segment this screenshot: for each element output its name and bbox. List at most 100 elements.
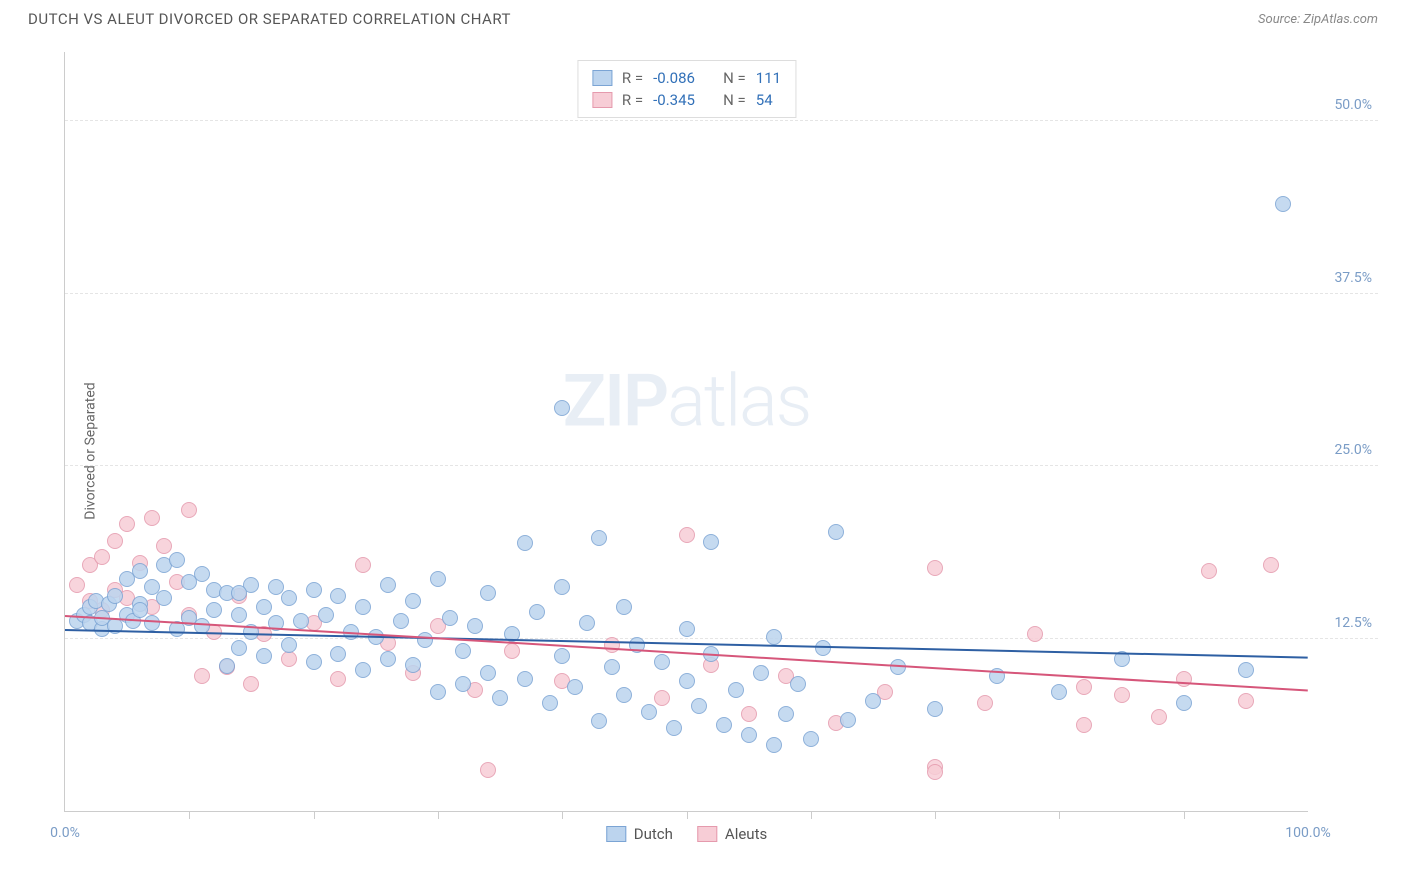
data-point	[194, 668, 210, 684]
data-point	[480, 762, 496, 778]
data-point	[529, 604, 545, 620]
data-point	[281, 651, 297, 667]
x-tick	[1059, 811, 1060, 819]
r-label: R =	[622, 69, 643, 87]
data-point	[517, 535, 533, 551]
r-label: R =	[622, 91, 643, 109]
data-point	[616, 599, 632, 615]
gridline	[65, 293, 1378, 294]
data-point	[467, 618, 483, 634]
data-point	[281, 590, 297, 606]
y-tick-label: 25.0%	[1334, 442, 1372, 458]
data-point	[256, 599, 272, 615]
data-point	[679, 621, 695, 637]
data-point	[1201, 563, 1217, 579]
data-point	[766, 629, 782, 645]
series-label: Dutch	[634, 825, 673, 843]
data-point	[679, 673, 695, 689]
data-point	[616, 687, 632, 703]
data-point	[206, 602, 222, 618]
data-point	[144, 510, 160, 526]
x-tick	[811, 811, 812, 819]
data-point	[69, 577, 85, 593]
series-legend: Dutch Aleuts	[606, 825, 767, 843]
series-legend-item: Dutch	[606, 825, 673, 843]
data-point	[256, 648, 272, 664]
data-point	[504, 643, 520, 659]
gridline	[65, 120, 1378, 121]
watermark-bold: ZIP	[563, 359, 667, 444]
data-point	[1114, 687, 1130, 703]
data-point	[1275, 196, 1291, 212]
data-point	[293, 613, 309, 629]
source-attribution: Source: ZipAtlas.com	[1258, 12, 1378, 27]
r-value: -0.345	[653, 91, 713, 109]
plot-area: ZIPatlas R =-0.086N =111R =-0.345N =54 D…	[64, 52, 1308, 812]
data-point	[666, 720, 682, 736]
data-point	[380, 577, 396, 593]
x-tick	[1184, 811, 1185, 819]
data-point	[1076, 717, 1092, 733]
data-point	[1151, 709, 1167, 725]
data-point	[281, 637, 297, 653]
data-point	[741, 727, 757, 743]
data-point	[306, 582, 322, 598]
data-point	[554, 648, 570, 664]
data-point	[231, 640, 247, 656]
data-point	[156, 538, 172, 554]
data-point	[1176, 695, 1192, 711]
x-tick	[314, 811, 315, 819]
data-point	[181, 502, 197, 518]
data-point	[417, 632, 433, 648]
x-tick	[438, 811, 439, 819]
data-point	[169, 552, 185, 568]
n-value: 54	[756, 91, 773, 109]
data-point	[815, 640, 831, 656]
data-point	[1263, 557, 1279, 573]
x-tick	[935, 811, 936, 819]
series-legend-item: Aleuts	[697, 825, 767, 843]
series-label: Aleuts	[725, 825, 767, 843]
data-point	[1027, 626, 1043, 642]
n-label: N =	[723, 69, 746, 87]
data-point	[517, 671, 533, 687]
data-point	[455, 676, 471, 692]
data-point	[977, 695, 993, 711]
data-point	[119, 516, 135, 532]
data-point	[927, 764, 943, 780]
data-point	[753, 665, 769, 681]
data-point	[728, 682, 744, 698]
y-tick-label: 50.0%	[1334, 97, 1372, 113]
y-tick-label: 37.5%	[1334, 270, 1372, 286]
data-point	[1076, 679, 1092, 695]
x-tick	[562, 811, 563, 819]
data-point	[330, 646, 346, 662]
data-point	[579, 615, 595, 631]
chart-title: DUTCH VS ALEUT DIVORCED OR SEPARATED COR…	[28, 10, 511, 28]
data-point	[144, 615, 160, 631]
data-point	[355, 557, 371, 573]
data-point	[654, 690, 670, 706]
data-point	[355, 662, 371, 678]
data-point	[828, 524, 844, 540]
legend-swatch	[592, 92, 612, 108]
watermark-light: atlas	[667, 359, 810, 444]
data-point	[554, 400, 570, 416]
data-point	[741, 706, 757, 722]
x-tick	[687, 811, 688, 819]
data-point	[132, 602, 148, 618]
data-point	[355, 599, 371, 615]
data-point	[156, 590, 172, 606]
correlation-row: R =-0.086N =111	[592, 67, 781, 89]
data-point	[405, 657, 421, 673]
data-point	[231, 607, 247, 623]
data-point	[430, 571, 446, 587]
data-point	[243, 676, 259, 692]
data-point	[766, 737, 782, 753]
n-label: N =	[723, 91, 746, 109]
data-point	[393, 613, 409, 629]
data-point	[380, 651, 396, 667]
data-point	[1051, 684, 1067, 700]
data-point	[865, 693, 881, 709]
data-point	[318, 607, 334, 623]
